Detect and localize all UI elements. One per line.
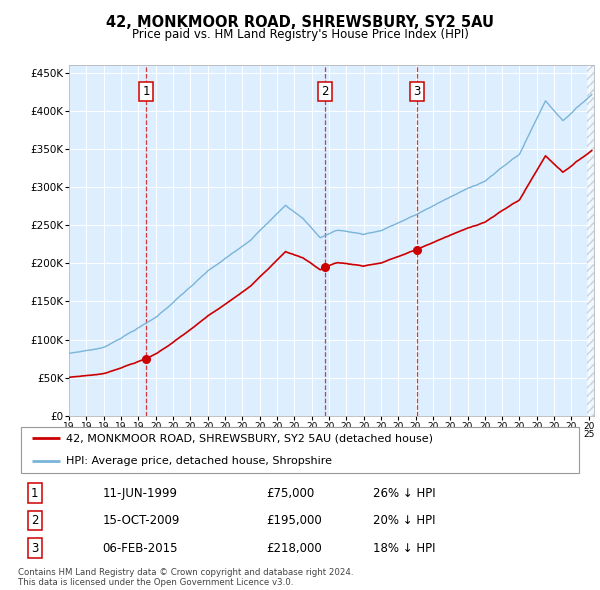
Text: Contains HM Land Registry data © Crown copyright and database right 2024.
This d: Contains HM Land Registry data © Crown c…: [18, 568, 353, 587]
Text: £218,000: £218,000: [266, 542, 322, 555]
Text: 3: 3: [413, 85, 421, 98]
Text: 11-JUN-1999: 11-JUN-1999: [103, 487, 178, 500]
Text: HPI: Average price, detached house, Shropshire: HPI: Average price, detached house, Shro…: [66, 457, 332, 467]
Text: 26% ↓ HPI: 26% ↓ HPI: [373, 487, 436, 500]
FancyBboxPatch shape: [21, 427, 579, 473]
Text: 20% ↓ HPI: 20% ↓ HPI: [373, 514, 436, 527]
Text: Price paid vs. HM Land Registry's House Price Index (HPI): Price paid vs. HM Land Registry's House …: [131, 28, 469, 41]
Text: 15-OCT-2009: 15-OCT-2009: [103, 514, 180, 527]
Text: 42, MONKMOOR ROAD, SHREWSBURY, SY2 5AU (detached house): 42, MONKMOOR ROAD, SHREWSBURY, SY2 5AU (…: [66, 433, 433, 443]
Text: 2: 2: [31, 514, 38, 527]
Text: £195,000: £195,000: [266, 514, 322, 527]
Text: 42, MONKMOOR ROAD, SHREWSBURY, SY2 5AU: 42, MONKMOOR ROAD, SHREWSBURY, SY2 5AU: [106, 15, 494, 30]
Text: 1: 1: [142, 85, 149, 98]
Text: 3: 3: [31, 542, 38, 555]
Text: £75,000: £75,000: [266, 487, 314, 500]
Bar: [587, 65, 594, 416]
Text: 2: 2: [322, 85, 329, 98]
Text: 18% ↓ HPI: 18% ↓ HPI: [373, 542, 436, 555]
Text: 1: 1: [31, 487, 38, 500]
Text: 06-FEB-2015: 06-FEB-2015: [103, 542, 178, 555]
